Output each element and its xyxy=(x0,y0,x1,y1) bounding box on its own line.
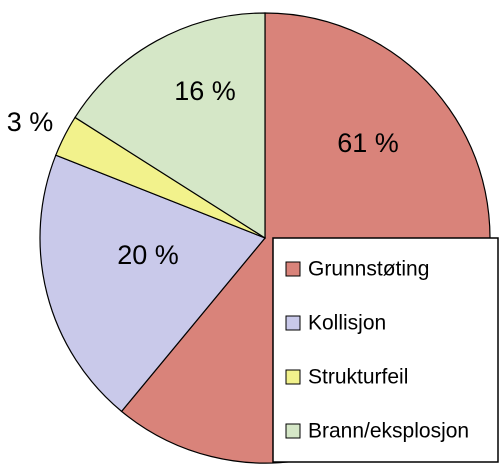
legend-label: Strukturfeil xyxy=(308,366,408,389)
pie-slice xyxy=(74,12,266,240)
legend-swatch xyxy=(285,369,301,385)
legend-label: Grunnstøting xyxy=(308,258,429,281)
legend-label: Brann/eksplosjon xyxy=(308,420,469,443)
legend-label: Kollisjon xyxy=(308,312,386,335)
legend-swatch xyxy=(285,315,301,331)
value-label: 16 % xyxy=(174,76,236,106)
value-label: 20 % xyxy=(117,240,179,270)
legend-entries: Grunnstøting Kollisjon Strukturfeil Brann/e… xyxy=(285,258,469,443)
value-label: 61 % xyxy=(337,128,399,158)
value-labels: 61 % 20 % 3 % 16 % xyxy=(7,76,399,270)
legend-swatch xyxy=(285,423,301,439)
pie-slice xyxy=(39,154,266,413)
value-label: 3 % xyxy=(7,107,54,137)
legend-swatch xyxy=(285,261,301,277)
legend xyxy=(272,237,499,463)
